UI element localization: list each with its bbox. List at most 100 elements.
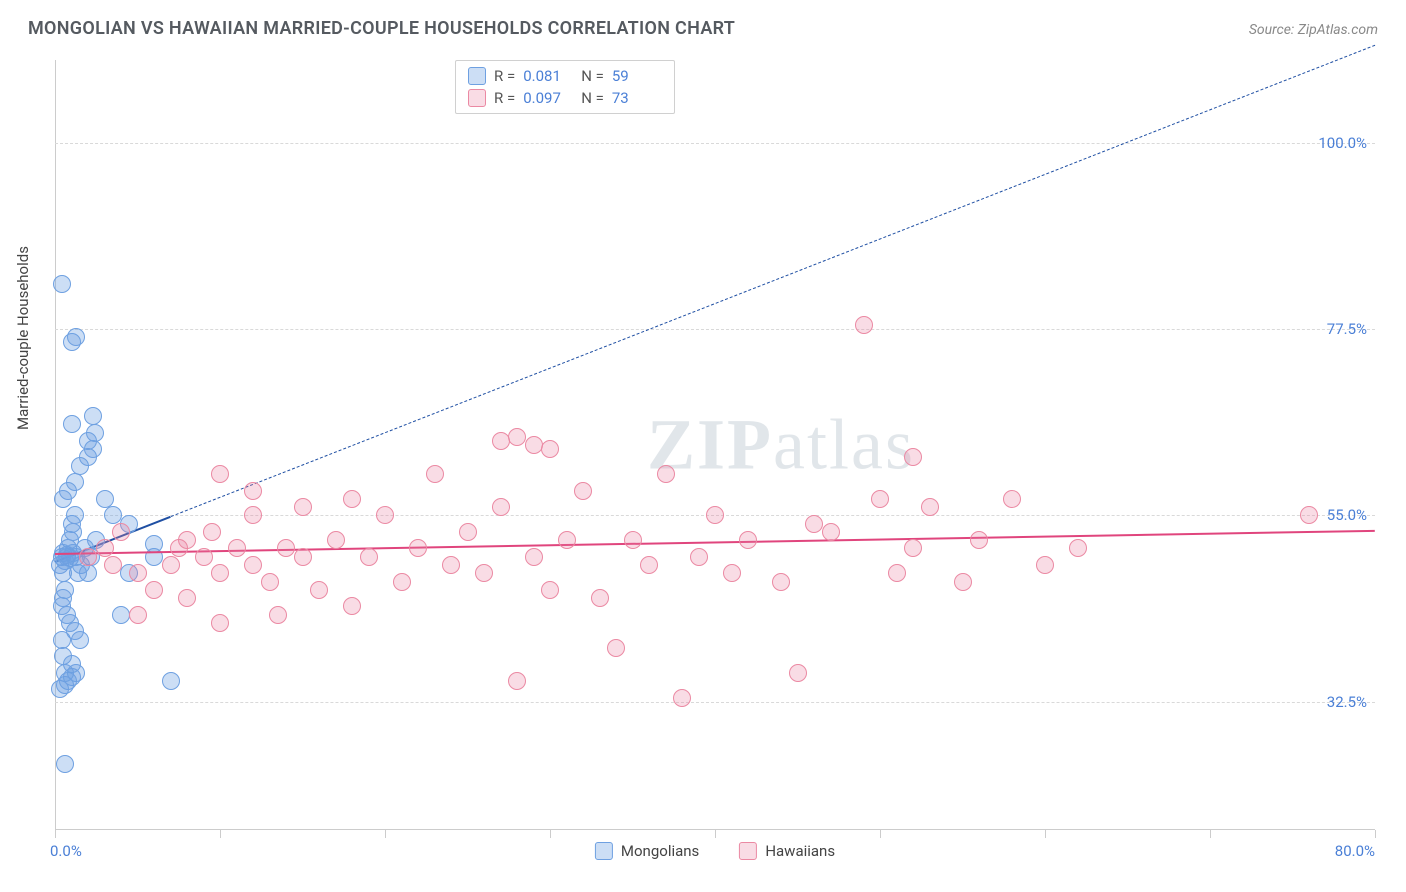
- grid-line: [55, 702, 1375, 703]
- data-point: [211, 614, 229, 632]
- data-point: [58, 546, 76, 564]
- data-point: [739, 531, 757, 549]
- x-tick: [715, 830, 716, 838]
- data-point: [541, 581, 559, 599]
- data-point: [904, 539, 922, 557]
- y-axis-line: [55, 60, 56, 830]
- data-point: [104, 506, 122, 524]
- data-point: [145, 581, 163, 599]
- data-point: [86, 424, 104, 442]
- y-axis-label: Married-couple Households: [14, 246, 32, 430]
- legend-swatch: [468, 89, 486, 107]
- data-point: [162, 672, 180, 690]
- data-point: [855, 316, 873, 334]
- data-point: [277, 539, 295, 557]
- y-tick-label: 77.5%: [1327, 320, 1367, 338]
- data-point: [1300, 506, 1318, 524]
- scatter-chart: ZIPatlas 0.0% 80.0% R =0.081N =59R =0.09…: [55, 60, 1375, 830]
- x-tick: [880, 830, 881, 838]
- data-point: [690, 548, 708, 566]
- chart-title: MONGOLIAN VS HAWAIIAN MARRIED-COUPLE HOU…: [28, 18, 735, 39]
- trend-line: [55, 529, 1375, 554]
- data-point: [66, 473, 84, 491]
- data-point: [343, 490, 361, 508]
- data-point: [71, 631, 89, 649]
- data-point: [442, 556, 460, 574]
- data-point: [574, 482, 592, 500]
- data-point: [211, 564, 229, 582]
- data-point: [66, 506, 84, 524]
- data-point: [376, 506, 394, 524]
- stats-legend: R =0.081N =59R =0.097N =73: [455, 60, 675, 114]
- data-point: [525, 548, 543, 566]
- data-point: [96, 539, 114, 557]
- x-tick: [220, 830, 221, 838]
- data-point: [67, 328, 85, 346]
- data-point: [162, 556, 180, 574]
- data-point: [203, 523, 221, 541]
- data-point: [805, 515, 823, 533]
- stat-n-label: N =: [581, 89, 604, 107]
- data-point: [426, 465, 444, 483]
- data-point: [195, 548, 213, 566]
- watermark: ZIPatlas: [647, 404, 915, 487]
- stat-r-value: 0.097: [523, 89, 573, 107]
- data-point: [269, 606, 287, 624]
- data-point: [343, 597, 361, 615]
- legend-label: Mongolians: [621, 842, 699, 860]
- data-point: [541, 440, 559, 458]
- legend-swatch: [595, 842, 613, 860]
- x-tick: [1045, 830, 1046, 838]
- data-point: [904, 448, 922, 466]
- data-point: [244, 482, 262, 500]
- data-point: [475, 564, 493, 582]
- x-axis-start-label: 0.0%: [50, 842, 82, 860]
- data-point: [327, 531, 345, 549]
- data-point: [624, 531, 642, 549]
- legend-item: Hawaiians: [739, 842, 835, 860]
- data-point: [360, 548, 378, 566]
- data-point: [1036, 556, 1054, 574]
- data-point: [921, 498, 939, 516]
- stat-r-label: R =: [494, 89, 515, 107]
- stat-n-value: 59: [612, 67, 662, 85]
- data-point: [822, 523, 840, 541]
- data-point: [294, 498, 312, 516]
- legend-label: Hawaiians: [765, 842, 835, 860]
- y-tick-label: 100.0%: [1318, 134, 1367, 152]
- legend-swatch: [468, 67, 486, 85]
- data-point: [954, 573, 972, 591]
- stat-n-label: N =: [581, 67, 604, 85]
- grid-line: [55, 329, 1375, 330]
- data-point: [1069, 539, 1087, 557]
- data-point: [607, 639, 625, 657]
- legend-item: Mongolians: [595, 842, 699, 860]
- data-point: [459, 523, 477, 541]
- x-tick: [1375, 830, 1376, 838]
- data-point: [96, 490, 114, 508]
- data-point: [310, 581, 328, 599]
- data-point: [64, 523, 82, 541]
- data-point: [178, 589, 196, 607]
- stat-r-label: R =: [494, 67, 515, 85]
- x-axis-end-label: 80.0%: [1335, 842, 1375, 860]
- data-point: [53, 631, 71, 649]
- data-point: [492, 498, 510, 516]
- data-point: [409, 539, 427, 557]
- data-point: [508, 428, 526, 446]
- source-attribution: Source: ZipAtlas.com: [1249, 22, 1378, 38]
- data-point: [211, 465, 229, 483]
- data-point: [244, 556, 262, 574]
- stats-legend-row: R =0.081N =59: [468, 65, 662, 87]
- data-point: [178, 531, 196, 549]
- data-point: [244, 506, 262, 524]
- data-point: [56, 755, 74, 773]
- stat-n-value: 73: [612, 89, 662, 107]
- data-point: [640, 556, 658, 574]
- data-point: [673, 689, 691, 707]
- data-point: [112, 606, 130, 624]
- data-point: [79, 548, 97, 566]
- data-point: [888, 564, 906, 582]
- data-point: [63, 415, 81, 433]
- data-point: [525, 436, 543, 454]
